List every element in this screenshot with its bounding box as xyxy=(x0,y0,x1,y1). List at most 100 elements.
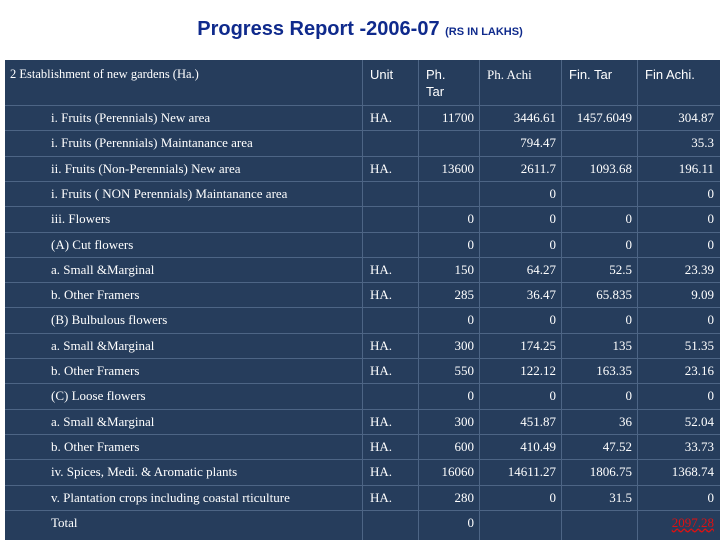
cell-fin-tar: 0 xyxy=(625,312,633,328)
cell-ph-tar: 13600 xyxy=(441,160,475,176)
progress-table: 2 Establishment of new gardens (Ha.) Unit… xyxy=(5,60,720,540)
table-row: a. Small &Marginal HA. 300 174.25 135 51.35 xyxy=(5,333,720,358)
cell-item: (B) Bulbulous flowers xyxy=(51,312,168,328)
cell-ph-achi: 174.25 xyxy=(520,337,556,353)
cell-ph-tar: 0 xyxy=(467,514,475,530)
cell-ph-tar xyxy=(418,130,479,155)
table-row: i. Fruits (Perennials) Maintanance area 7… xyxy=(5,130,720,155)
header-ph-achi: Ph. Achi xyxy=(487,67,532,82)
cell-item: b. Other Framers xyxy=(51,363,140,378)
table-row: b. Other Framers HA. 600 410.49 47.52 33.73 xyxy=(5,434,720,459)
cell-ph-tar: 150 xyxy=(454,261,475,277)
cell-fin-achi: 23.39 xyxy=(684,261,714,277)
cell-ph-achi: 0 xyxy=(549,312,557,328)
cell-fin-tar: 1806.75 xyxy=(589,464,632,480)
title-unit-note: (RS IN LAKHS) xyxy=(445,26,523,38)
table-row: iv. Spices, Medi. & Aromatic plants HA. 16… xyxy=(5,459,720,484)
cell-ph-achi: 0 xyxy=(549,388,557,404)
cell-item: i. Fruits ( NON Perennials) Maintanance … xyxy=(51,185,288,201)
cell-unit xyxy=(362,307,418,332)
cell-fin-achi: 2097.28 xyxy=(671,514,714,530)
cell-fin-tar: 36 xyxy=(619,413,632,429)
cell-unit: HA. xyxy=(370,438,393,454)
table-row: b. Other Framers HA. 285 36.47 65.835 9.09 xyxy=(5,282,720,307)
table-row: ii. Fruits (Non-Perennials) New area HA. 1… xyxy=(5,156,720,181)
cell-fin-achi: 0 xyxy=(707,185,715,201)
cell-ph-achi: 3446.61 xyxy=(513,110,556,125)
cell-fin-tar: 1457.6049 xyxy=(576,110,632,125)
header-fin-tar: Fin. Tar xyxy=(569,67,613,82)
cell-fin-achi: 196.11 xyxy=(678,160,714,176)
cell-unit: HA. xyxy=(370,287,393,303)
cell-item: iii. Flowers xyxy=(51,211,111,227)
cell-item: b. Other Framers xyxy=(51,287,140,303)
title-main: Progress Report -2006-07 xyxy=(197,18,440,40)
cell-fin-achi: 0 xyxy=(707,489,715,505)
cell-ph-tar: 16060 xyxy=(441,464,475,480)
cell-unit: HA. xyxy=(370,110,393,125)
cell-ph-achi: 410.49 xyxy=(520,438,556,454)
cell-item: Total xyxy=(51,514,78,530)
cell-ph-achi: 0 xyxy=(549,489,557,505)
cell-ph-tar: 300 xyxy=(454,413,475,429)
table-row: b. Other Framers HA. 550 122.12 163.35 23.16 xyxy=(5,358,720,383)
cell-item: (A) Cut flowers xyxy=(51,236,134,252)
cell-item: a. Small &Marginal xyxy=(51,337,155,353)
cell-fin-tar xyxy=(561,181,637,206)
table-row: i. Fruits ( NON Perennials) Maintanance … xyxy=(5,181,720,206)
cell-ph-achi xyxy=(479,510,561,535)
cell-ph-achi: 36.47 xyxy=(526,287,556,303)
cell-unit: HA. xyxy=(370,464,393,480)
cell-fin-achi: 35.3 xyxy=(691,135,714,151)
cell-item: ii. Fruits (Non-Perennials) New area xyxy=(51,160,241,176)
cell-fin-tar: 52.5 xyxy=(609,261,632,277)
cell-unit xyxy=(362,181,418,206)
page-title: Progress Report -2006-07 (RS IN LAKHS) xyxy=(0,18,720,41)
cell-fin-achi: 23.16 xyxy=(684,363,714,378)
cell-ph-tar: 280 xyxy=(454,489,475,505)
cell-unit: HA. xyxy=(370,363,393,378)
cell-ph-tar: 550 xyxy=(454,363,475,378)
column-divider xyxy=(637,60,638,540)
table-row: (B) Bulbulous flowers 0 0 0 0 xyxy=(5,307,720,332)
table-row: Total 0 2097.28 xyxy=(5,510,720,535)
cell-fin-tar xyxy=(561,130,637,155)
header-ph-tar: Ph. Tar xyxy=(426,67,446,99)
cell-ph-tar: 0 xyxy=(467,388,475,404)
cell-fin-achi: 0 xyxy=(707,388,715,404)
table-row: iii. Flowers 0 0 0 0 xyxy=(5,206,720,231)
cell-ph-tar: 600 xyxy=(454,438,475,454)
cell-fin-achi: 52.04 xyxy=(684,413,714,429)
cell-unit: HA. xyxy=(370,337,393,353)
cell-fin-achi: 9.09 xyxy=(691,287,714,303)
cell-fin-achi: 0 xyxy=(707,211,715,227)
cell-fin-tar: 0 xyxy=(625,211,633,227)
cell-item: (C) Loose flowers xyxy=(51,388,146,404)
table-row: v. Plantation crops including coastal rt… xyxy=(5,485,720,510)
cell-fin-achi: 0 xyxy=(707,236,715,252)
cell-ph-achi: 0 xyxy=(549,185,557,201)
cell-fin-tar: 135 xyxy=(612,337,633,353)
column-divider xyxy=(362,60,363,540)
cell-fin-tar: 0 xyxy=(625,388,633,404)
cell-fin-achi: 304.87 xyxy=(678,110,714,125)
cell-fin-achi: 1368.74 xyxy=(671,464,714,480)
table-row: a. Small &Marginal HA. 300 451.87 36 52.04 xyxy=(5,409,720,434)
cell-ph-achi: 2611.7 xyxy=(520,160,556,176)
cell-fin-tar: 163.35 xyxy=(596,363,632,378)
cell-item: v. Plantation crops including coastal rt… xyxy=(51,489,290,505)
header-row: 2 Establishment of new gardens (Ha.) Unit… xyxy=(5,60,720,105)
cell-fin-achi: 51.35 xyxy=(684,337,714,353)
cell-ph-tar: 0 xyxy=(467,312,475,328)
cell-ph-achi: 122.12 xyxy=(520,363,556,378)
cell-ph-tar: 0 xyxy=(467,236,475,252)
cell-ph-achi: 14611.27 xyxy=(507,464,556,480)
cell-fin-tar: 0 xyxy=(625,236,633,252)
column-divider xyxy=(479,60,480,540)
cell-item: i. Fruits (Perennials) New area xyxy=(51,110,211,125)
cell-ph-tar: 285 xyxy=(454,287,475,303)
cell-fin-tar: 65.835 xyxy=(596,287,632,303)
cell-item: iv. Spices, Medi. & Aromatic plants xyxy=(51,464,238,480)
cell-fin-tar xyxy=(561,510,637,535)
cell-ph-achi: 451.87 xyxy=(520,413,556,429)
